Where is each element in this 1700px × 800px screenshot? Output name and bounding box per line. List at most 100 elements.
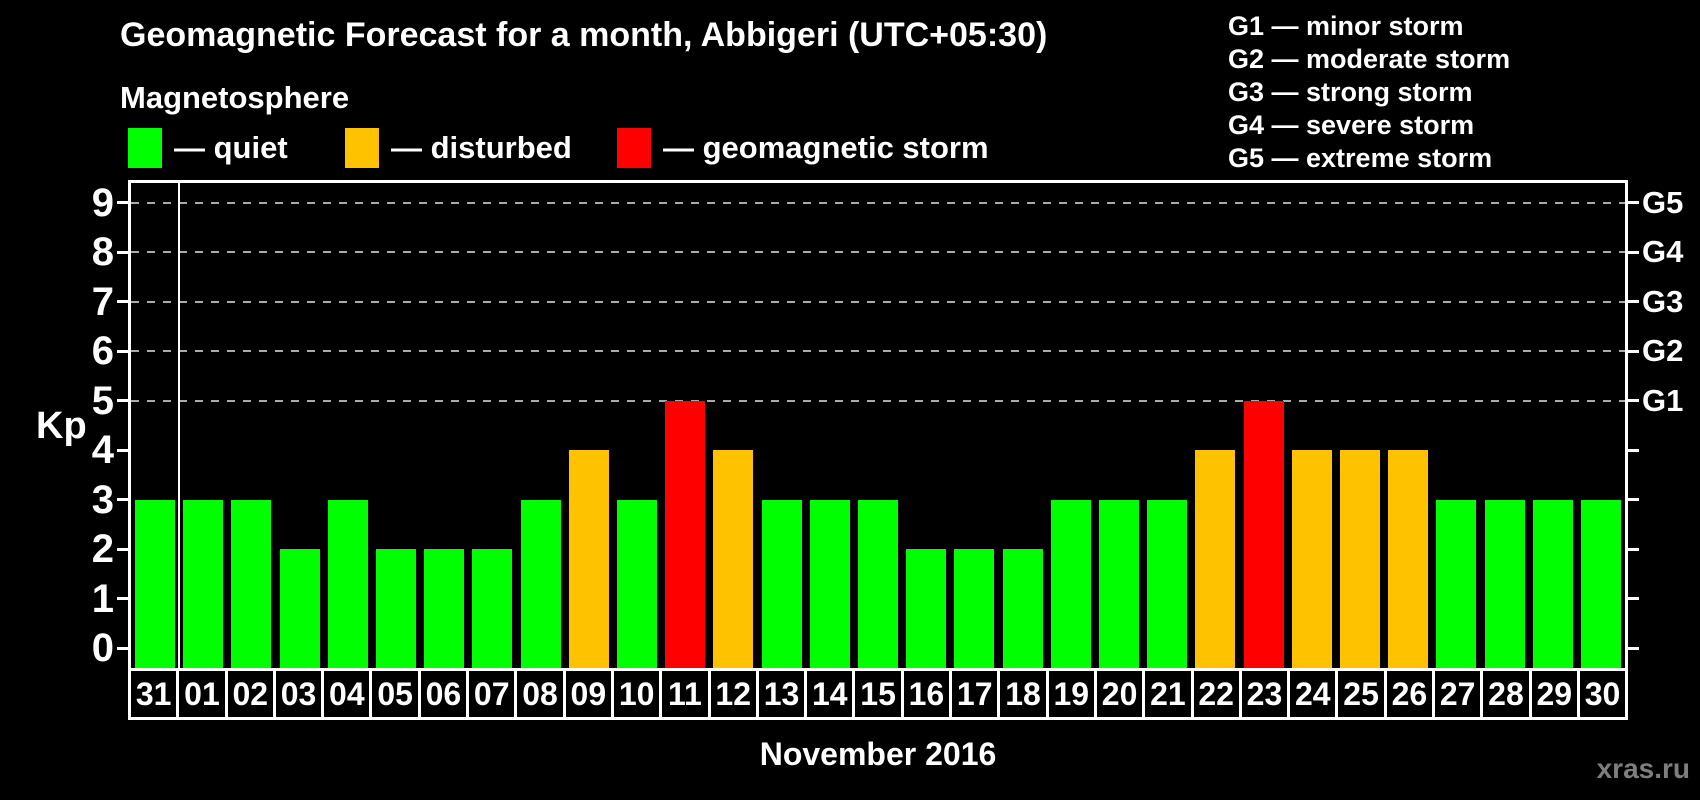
bar-day-31 — [135, 499, 176, 668]
x-tick-day-08: 08 — [514, 668, 566, 720]
plot-area — [128, 180, 1628, 671]
x-tick-day-30: 30 — [1576, 668, 1629, 720]
bar-day-27 — [1436, 499, 1477, 668]
bar-day-10 — [617, 499, 658, 668]
bar-day-13 — [761, 499, 802, 668]
bar-day-26 — [1388, 450, 1429, 668]
y-tick-left-3 — [117, 498, 128, 502]
bar-day-19 — [1050, 499, 1091, 668]
y-tick-left-4 — [117, 448, 128, 452]
x-tick-day-12: 12 — [707, 668, 759, 720]
bar-day-18 — [1002, 549, 1043, 668]
x-tick-day-29: 29 — [1528, 668, 1580, 720]
bar-day-02 — [231, 499, 272, 668]
y-tick-left-8 — [117, 250, 128, 254]
bar-day-20 — [1098, 499, 1139, 668]
g-label-G2: G2 — [1642, 333, 1684, 369]
gridline-kp-7 — [131, 300, 1625, 303]
y-tick-label-8: 8 — [91, 230, 114, 275]
x-tick-day-13: 13 — [755, 668, 808, 720]
x-tick-day-01: 01 — [176, 668, 228, 720]
bar-day-01 — [183, 499, 224, 668]
x-tick-day-27: 27 — [1432, 668, 1484, 720]
y-tick-right-2 — [1628, 547, 1639, 551]
g-scale-line: G4 — severe storm — [1228, 110, 1475, 140]
y-tick-right-7 — [1628, 300, 1639, 304]
g-label-G4: G4 — [1642, 234, 1684, 270]
bar-day-15 — [858, 499, 898, 668]
bar-day-04 — [327, 499, 368, 668]
bar-day-14 — [809, 499, 850, 668]
legend-swatch-disturbed — [345, 128, 379, 168]
gridline-kp-6 — [131, 350, 1625, 353]
x-tick-day-06: 06 — [417, 668, 470, 720]
bar-day-23 — [1243, 400, 1284, 668]
y-tick-right-9 — [1628, 201, 1639, 205]
legend-label-quiet: — quiet — [174, 130, 288, 165]
legend-label-storm: — geomagnetic storm — [663, 130, 989, 165]
x-tick-day-24: 24 — [1287, 668, 1339, 720]
bar-day-22 — [1195, 450, 1236, 668]
y-tick-left-0 — [117, 646, 128, 650]
bar-day-12 — [713, 450, 754, 668]
bar-day-28 — [1484, 499, 1525, 668]
x-tick-day-03: 03 — [272, 668, 325, 720]
y-tick-label-1: 1 — [91, 576, 114, 621]
x-tick-day-02: 02 — [224, 668, 276, 720]
x-tick-day-16: 16 — [900, 668, 953, 720]
x-tick-day-21: 21 — [1142, 668, 1194, 720]
x-tick-day-14: 14 — [804, 668, 856, 720]
bar-day-08 — [520, 499, 561, 668]
magnetosphere-label: Magnetosphere — [120, 80, 350, 115]
x-axis-day-labels: 31 01 02 03 04 05 06 07 08 09 10 11 12 13 14 15 16 17 18 19… — [128, 668, 1629, 720]
bar-day-16 — [906, 549, 947, 668]
bar-day-21 — [1147, 499, 1188, 668]
y-tick-right-3 — [1628, 498, 1639, 502]
x-tick-day-05: 05 — [369, 668, 421, 720]
legend-label-disturbed: — disturbed — [391, 130, 572, 165]
bar-day-09 — [568, 450, 609, 668]
x-tick-day-04: 04 — [321, 668, 373, 720]
x-tick-day-15: 15 — [852, 668, 904, 720]
x-tick-day-17: 17 — [949, 668, 1001, 720]
x-tick-day-31: 31 — [128, 668, 180, 720]
bar-day-06 — [424, 549, 465, 668]
gridline-kp-9 — [131, 201, 1625, 204]
g-label-G3: G3 — [1642, 283, 1684, 319]
g-storm-scale-legend: G1 — minor storm G2 — moderate storm G3 — … — [1228, 10, 1510, 175]
bar-day-03 — [279, 549, 320, 668]
x-tick-day-11: 11 — [659, 668, 711, 720]
x-tick-day-19: 19 — [1045, 668, 1097, 720]
y-tick-label-4: 4 — [91, 428, 114, 473]
y-tick-left-9 — [117, 201, 128, 205]
gridline-kp-5 — [131, 399, 1625, 402]
x-tick-day-09: 09 — [562, 668, 614, 720]
x-tick-day-10: 10 — [610, 668, 663, 720]
g-scale-line: G3 — strong storm — [1228, 77, 1473, 107]
x-tick-day-18: 18 — [997, 668, 1049, 720]
x-tick-day-22: 22 — [1190, 668, 1242, 720]
g-scale-line: G1 — minor storm — [1228, 11, 1464, 41]
x-tick-day-20: 20 — [1093, 668, 1146, 720]
y-tick-left-6 — [117, 349, 128, 353]
bar-day-24 — [1291, 450, 1332, 668]
legend-swatch-storm — [617, 128, 651, 168]
y-tick-right-4 — [1628, 448, 1639, 452]
bar-day-30 — [1580, 499, 1621, 668]
month-separator — [178, 183, 181, 668]
y-tick-right-0 — [1628, 646, 1639, 650]
y-axis-title: Kp — [36, 404, 87, 447]
y-tick-label-7: 7 — [91, 279, 114, 324]
y-tick-left-1 — [117, 597, 128, 601]
y-tick-left-5 — [117, 399, 128, 403]
g-scale-line: G2 — moderate storm — [1228, 44, 1511, 74]
bar-day-05 — [376, 549, 417, 668]
y-tick-label-2: 2 — [91, 527, 114, 572]
x-tick-day-23: 23 — [1238, 668, 1291, 720]
y-tick-label-3: 3 — [91, 477, 114, 522]
bar-day-29 — [1532, 499, 1573, 668]
g-label-G5: G5 — [1642, 184, 1684, 220]
y-tick-right-6 — [1628, 349, 1639, 353]
watermark: xras.ru — [1596, 753, 1690, 784]
